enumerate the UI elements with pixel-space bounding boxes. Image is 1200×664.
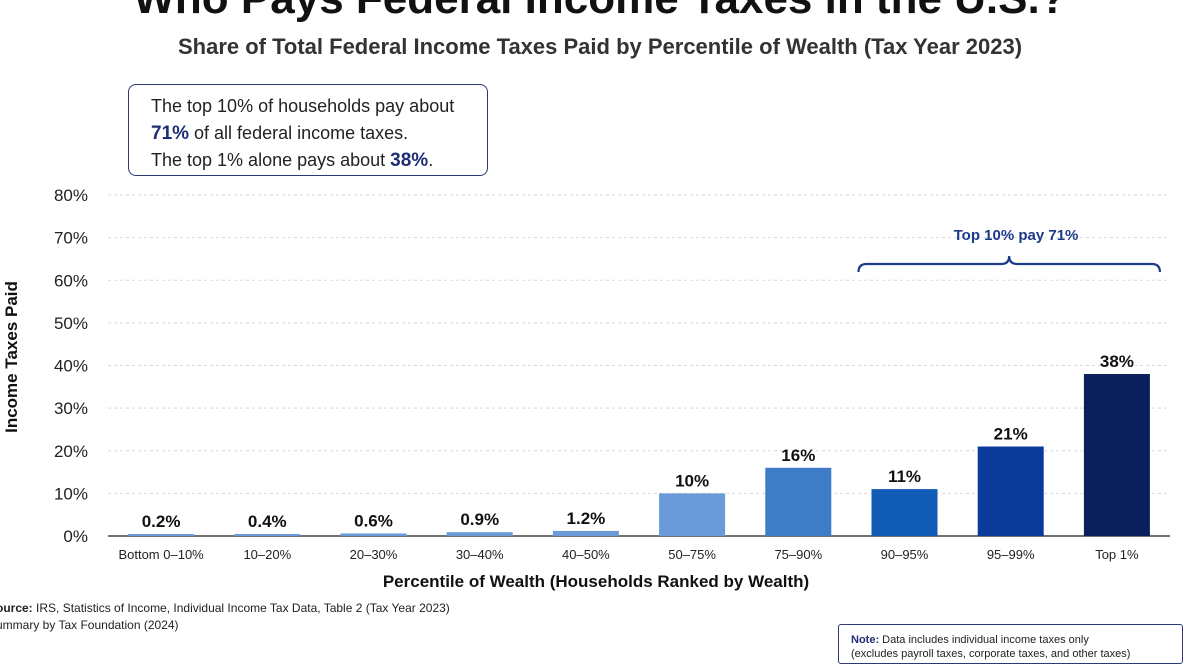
callout-line-3-text: The top 1% alone pays about xyxy=(151,150,391,170)
y-tick-label: 70% xyxy=(54,229,88,248)
callout-line-1: The top 10% of households pay about xyxy=(151,96,455,116)
x-tick-label: 50–75% xyxy=(668,547,716,562)
source-note: ource: IRS, Statistics of Income, Indivi… xyxy=(0,600,450,634)
callout-line-3: The top 1% alone pays about 38%. xyxy=(151,147,487,174)
summary-callout: The top 10% of households pay about 71% … xyxy=(128,84,488,176)
y-tick-label: 20% xyxy=(54,442,88,461)
bar-2 xyxy=(234,534,301,536)
data-label: 0.2% xyxy=(142,512,181,531)
data-label: 0.9% xyxy=(460,510,499,529)
top-10-brace xyxy=(857,255,1161,273)
x-tick-label: 40–50% xyxy=(562,547,610,562)
x-axis-ticks: Bottom 0–10% 10–20% 20–30% 30–40% 40–50% 50–7… xyxy=(118,547,1139,562)
gridlines xyxy=(108,194,1170,494)
bar-5 xyxy=(552,530,619,536)
x-tick-label: 95–99% xyxy=(987,547,1035,562)
bar-3 xyxy=(340,533,407,536)
data-label: 0.4% xyxy=(248,512,287,531)
y-axis-title: Income Taxes Paid xyxy=(2,281,21,433)
source-text-2: ummary by Tax Foundation (2024) xyxy=(0,618,179,632)
callout-value-38: 38% xyxy=(390,150,429,171)
callout-value-71: 71% xyxy=(151,123,190,144)
source-label: ource: xyxy=(0,601,33,615)
data-label: 16% xyxy=(781,446,815,465)
bars xyxy=(128,374,1150,536)
data-note-box: Note: Data includes individual income ta… xyxy=(838,624,1183,664)
data-label: 38% xyxy=(1100,352,1134,371)
y-tick-label: 0% xyxy=(63,527,88,546)
x-tick-label: 90–95% xyxy=(881,547,929,562)
chart-subtitle: Share of Total Federal Income Taxes Paid… xyxy=(177,34,1023,59)
y-tick-label: 40% xyxy=(54,357,88,376)
bar-9 xyxy=(977,446,1044,536)
bar-10 xyxy=(1083,374,1150,536)
y-tick-label: 30% xyxy=(54,399,88,418)
note-text-2: (excludes payroll taxes, corporate taxes… xyxy=(851,648,1131,660)
callout-line-3-end: . xyxy=(428,150,434,170)
y-axis-ticks: 0% 10% 20% 30% 40% 50% 60% 70% 80% xyxy=(54,186,88,546)
x-tick-label: Bottom 0–10% xyxy=(118,547,204,562)
brace-annotation-label: Top 10% pay 71% xyxy=(954,227,1079,244)
bar-4 xyxy=(446,532,513,536)
bar-6 xyxy=(659,493,726,536)
bar-7 xyxy=(765,467,832,536)
data-labels: 0.2% 0.4% 0.6% 0.9% 1.2% 10% 16% 11% 21% 38% xyxy=(142,352,1134,531)
data-label: 10% xyxy=(675,471,709,490)
x-tick-label: 20–30% xyxy=(350,547,398,562)
source-text: IRS, Statistics of Income, Individual In… xyxy=(32,601,450,615)
x-axis-title: Percentile of Wealth (Households Ranked … xyxy=(383,572,809,591)
bar-8 xyxy=(871,489,938,536)
data-label: 1.2% xyxy=(567,509,606,528)
bar-chart: 0%10%20%30%40%50%60%70%80% 0.2% 0.4% 0.6% 0… xyxy=(2,186,1170,591)
x-tick-label: Top 1% xyxy=(1095,547,1139,562)
note-text: Data includes individual income taxes on… xyxy=(879,634,1089,646)
y-tick-label: 80% xyxy=(54,186,88,205)
bar-1 xyxy=(128,534,195,536)
x-tick-label: 75–90% xyxy=(774,547,822,562)
data-label: 11% xyxy=(888,467,921,486)
chart-title: Who Pays Federal Income Taxes in the U.S… xyxy=(0,0,1200,24)
x-tick-label: 30–40% xyxy=(456,547,504,562)
x-tick-label: 10–20% xyxy=(243,547,291,562)
data-label: 0.6% xyxy=(354,511,393,530)
y-tick-label: 50% xyxy=(54,314,88,333)
note-label: Note: xyxy=(851,634,880,646)
y-tick-label: 10% xyxy=(54,484,88,503)
callout-line-2-text: of all federal income taxes. xyxy=(189,123,409,143)
callout-line-2: 71% of all federal income taxes. xyxy=(151,120,487,147)
y-tick-label: 60% xyxy=(54,271,88,290)
data-label: 21% xyxy=(994,424,1028,443)
